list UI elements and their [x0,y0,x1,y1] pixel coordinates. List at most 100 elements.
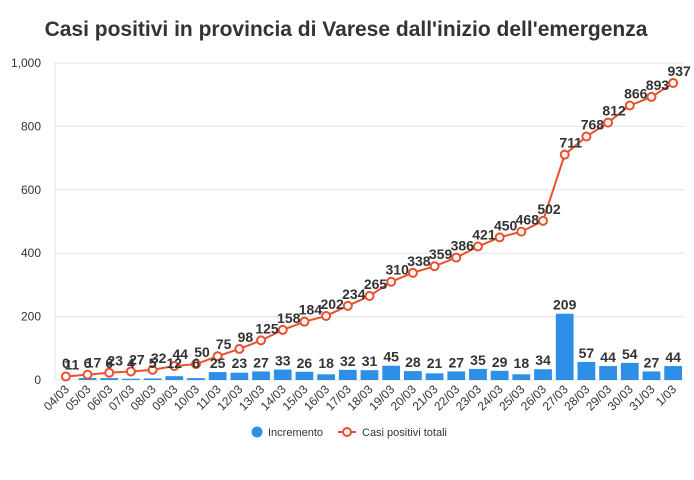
bar-data-label: 18 [318,355,334,371]
line-data-label: 23 [107,353,123,369]
bar-data-label: 33 [275,353,291,369]
line-point[interactable] [212,351,223,362]
bar[interactable] [382,365,401,380]
bar[interactable] [642,371,661,380]
bar[interactable] [295,371,314,380]
legend-label-incremento: Incremento [268,427,323,439]
line-point[interactable] [386,276,397,287]
line-data-label: 75 [216,336,232,352]
bar[interactable] [490,370,509,380]
bar-data-label: 0 [62,355,70,371]
bar[interactable] [577,361,596,380]
bar-data-label: 29 [492,354,508,370]
line-point[interactable] [646,91,657,102]
line-data-label: 234 [342,286,366,302]
bar[interactable] [165,376,184,380]
line-point[interactable] [516,226,527,237]
legend-item-casi-totali[interactable]: Casi positivi totali [338,427,447,439]
line-point[interactable] [407,267,418,278]
line-point[interactable] [82,369,93,380]
bar[interactable] [317,374,336,380]
bar-data-label: 27 [448,354,464,370]
data-labels: 11 17 23 27 32 44 50 75 981251581842022342653103… [62,63,691,373]
line-data-label: 50 [194,344,210,360]
line-point[interactable] [624,100,635,111]
bar[interactable] [360,370,379,380]
bar[interactable] [100,378,119,380]
bar[interactable] [620,362,639,380]
line-data-label: 158 [277,310,301,326]
bar-data-label: 44 [665,349,681,365]
line-point[interactable] [559,149,570,160]
line-point[interactable] [603,117,614,128]
line-data-label: 386 [451,238,475,254]
bar[interactable] [555,313,574,380]
x-tick-label: 1/03 [653,382,680,409]
bar[interactable] [230,372,249,380]
line-data-label: 866 [624,85,648,101]
bar-data-label: 27 [644,354,660,370]
bar[interactable] [338,369,357,380]
line-data-label: 27 [129,351,145,367]
bar[interactable] [143,378,162,380]
line-series [60,77,679,382]
line-point[interactable] [234,343,245,354]
bar[interactable] [534,369,552,380]
line-point[interactable] [147,364,158,375]
line-point[interactable] [321,310,332,321]
line-point[interactable] [538,215,549,226]
bar-data-label: 23 [232,355,248,371]
bar-data-label: 6 [192,355,200,371]
line-point[interactable] [169,361,180,372]
legend: Incremento Casi positivi totali [251,426,447,440]
bar[interactable] [447,371,466,380]
bar[interactable] [252,371,270,380]
bar[interactable] [122,378,140,380]
line-data-label: 421 [472,227,496,243]
bar-data-label: 26 [297,355,313,371]
line-point[interactable] [342,300,353,311]
bar[interactable] [512,374,531,380]
bar[interactable] [273,369,292,380]
bar-data-label: 54 [622,346,638,362]
line-data-label: 310 [386,262,410,278]
line-point[interactable] [190,359,201,370]
line-point[interactable] [299,316,310,327]
bar[interactable] [187,378,205,380]
bar[interactable] [208,372,227,380]
bar[interactable] [469,368,487,380]
line-data-label: 98 [238,329,254,345]
line-point[interactable] [668,77,679,88]
line-point[interactable] [125,366,136,377]
line-data-label: 184 [299,302,323,318]
line-point[interactable] [364,290,375,301]
line-point[interactable] [494,232,505,243]
legend-item-incremento[interactable]: Incremento [251,426,324,440]
y-tick-label: 800 [21,119,41,133]
legend-marker-incremento [251,426,263,438]
bar[interactable] [664,366,683,380]
line-point[interactable] [256,335,267,346]
line-data-label: 468 [516,212,540,228]
line-data-label: 44 [173,346,189,362]
line-data-label: 812 [602,103,626,119]
line-data-label: 202 [320,296,344,312]
y-tick-label: 0 [34,373,41,387]
line-point[interactable] [60,371,71,382]
y-tick-label: 400 [21,246,41,260]
bar-data-label: 44 [600,349,616,365]
line-point[interactable] [451,252,462,263]
bar[interactable] [425,373,444,380]
x-axis: 04/0305/0306/0307/0308/0309/0310/0311/03… [41,382,680,413]
line-point[interactable] [581,131,592,142]
bar[interactable] [599,366,617,380]
bar-data-label: 28 [405,354,421,370]
line-data-label: 338 [407,253,431,269]
bar[interactable] [403,371,422,380]
line-point[interactable] [277,324,288,335]
bar-data-label: 31 [362,353,378,369]
line-point[interactable] [429,261,440,272]
line-point[interactable] [472,241,483,252]
line-point[interactable] [104,367,115,378]
